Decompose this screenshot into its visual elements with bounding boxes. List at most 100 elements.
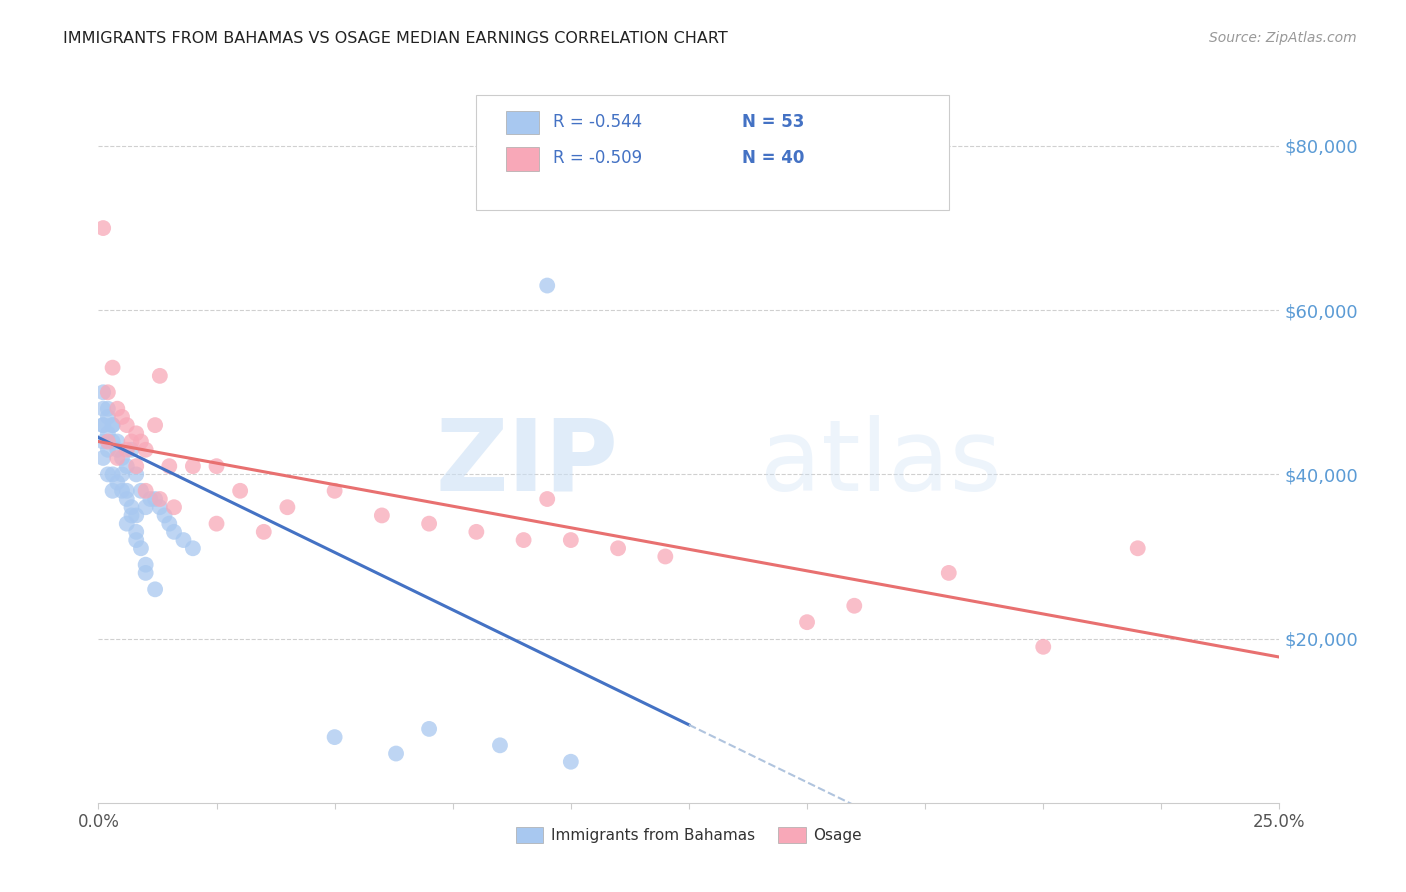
Point (253, 524, 276, 539)
Point (105, 401, 128, 416)
Point (385, 747, 408, 761)
Point (163, 500, 186, 515)
Point (1126, 541, 1149, 556)
Point (153, 508, 176, 523)
FancyBboxPatch shape (477, 95, 949, 211)
Point (129, 541, 152, 556)
Point (536, 278, 558, 293)
Point (560, 533, 582, 547)
Point (371, 508, 394, 523)
Point (139, 491, 162, 506)
Point (418, 722, 440, 736)
Point (101, 418, 124, 433)
Point (135, 558, 157, 572)
Point (181, 541, 204, 556)
Text: IMMIGRANTS FROM BAHAMAS VS OSAGE MEDIAN EARNINGS CORRELATION CHART: IMMIGRANTS FROM BAHAMAS VS OSAGE MEDIAN … (63, 31, 728, 46)
Point (129, 434, 152, 449)
Legend: Immigrants from Bahamas, Osage: Immigrants from Bahamas, Osage (510, 822, 868, 849)
Point (157, 516, 180, 531)
Point (938, 566, 960, 580)
Point (101, 467, 124, 482)
Point (418, 516, 440, 531)
Text: R = -0.509: R = -0.509 (553, 149, 643, 168)
Point (101, 360, 124, 375)
Point (97, 467, 120, 482)
Point (465, 524, 488, 539)
Point (111, 483, 134, 498)
Point (149, 500, 172, 515)
Point (844, 599, 866, 613)
Point (121, 442, 143, 457)
Point (121, 500, 143, 515)
Point (115, 418, 138, 433)
Point (111, 409, 134, 424)
Point (105, 450, 128, 465)
Point (115, 516, 138, 531)
Point (91, 385, 114, 400)
Point (129, 483, 152, 498)
Bar (506, 112, 538, 135)
Point (115, 442, 138, 457)
Point (157, 459, 180, 474)
Point (536, 491, 558, 506)
Point (91, 450, 114, 465)
Text: atlas: atlas (759, 415, 1001, 512)
Point (105, 442, 128, 457)
Point (276, 500, 298, 515)
Point (143, 418, 166, 433)
Point (111, 450, 134, 465)
Point (101, 483, 124, 498)
Point (143, 582, 166, 597)
Point (135, 500, 157, 515)
Point (115, 483, 138, 498)
Point (101, 434, 124, 449)
Point (97, 385, 120, 400)
Text: N = 40: N = 40 (742, 149, 804, 168)
Point (135, 442, 157, 457)
Point (560, 755, 582, 769)
Point (91, 418, 114, 433)
Point (229, 483, 252, 498)
Point (125, 459, 148, 474)
Point (101, 418, 124, 433)
Point (97, 442, 120, 457)
Point (796, 615, 818, 630)
Text: Source: ZipAtlas.com: Source: ZipAtlas.com (1209, 31, 1357, 45)
Point (125, 508, 148, 523)
Point (172, 533, 194, 547)
Point (97, 434, 120, 449)
Point (149, 368, 172, 383)
Point (205, 459, 228, 474)
Point (91, 401, 114, 416)
Point (125, 533, 148, 547)
Point (97, 409, 120, 424)
Point (115, 459, 138, 474)
Point (489, 739, 512, 753)
Text: ZIP: ZIP (436, 415, 619, 512)
Point (97, 426, 120, 441)
Point (97, 401, 120, 416)
Point (163, 524, 186, 539)
Point (111, 467, 134, 482)
Point (323, 483, 346, 498)
Point (654, 549, 676, 564)
Point (91, 221, 114, 235)
Point (205, 516, 228, 531)
Point (181, 459, 204, 474)
Point (135, 483, 157, 498)
Point (143, 491, 166, 506)
Point (115, 491, 138, 506)
Point (607, 541, 630, 556)
Point (149, 491, 172, 506)
Text: N = 53: N = 53 (742, 113, 804, 131)
Text: R = -0.544: R = -0.544 (553, 113, 643, 131)
Point (125, 524, 148, 539)
Point (105, 475, 128, 490)
Point (125, 467, 148, 482)
Point (512, 533, 534, 547)
Point (323, 730, 346, 744)
Point (91, 418, 114, 433)
Point (135, 566, 157, 580)
Point (125, 426, 148, 441)
Point (121, 508, 143, 523)
